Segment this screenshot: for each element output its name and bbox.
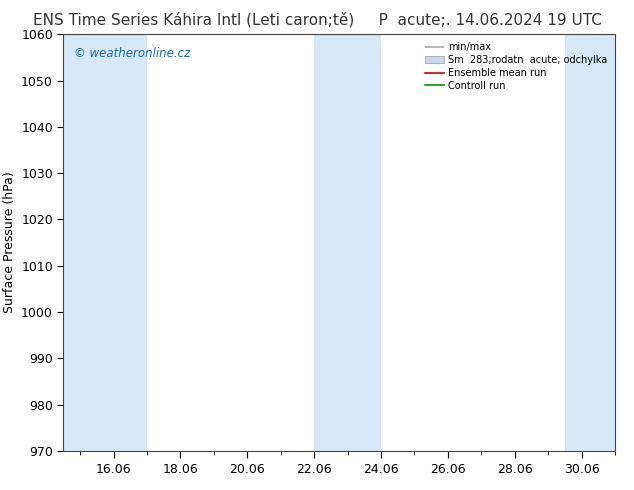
Legend: min/max, Sm  283;rodatn  acute; odchylka, Ensemble mean run, Controll run: min/max, Sm 283;rodatn acute; odchylka, … <box>422 39 610 94</box>
Bar <box>314 34 381 451</box>
Y-axis label: Surface Pressure (hPa): Surface Pressure (hPa) <box>3 172 16 314</box>
Text: ENS Time Series Káhira Intl (Leti caron;tě)     P  acute;. 14.06.2024 19 UTC: ENS Time Series Káhira Intl (Leti caron;… <box>32 12 602 28</box>
Text: © weatheronline.cz: © weatheronline.cz <box>74 47 191 60</box>
Bar <box>63 34 147 451</box>
Bar <box>565 34 615 451</box>
